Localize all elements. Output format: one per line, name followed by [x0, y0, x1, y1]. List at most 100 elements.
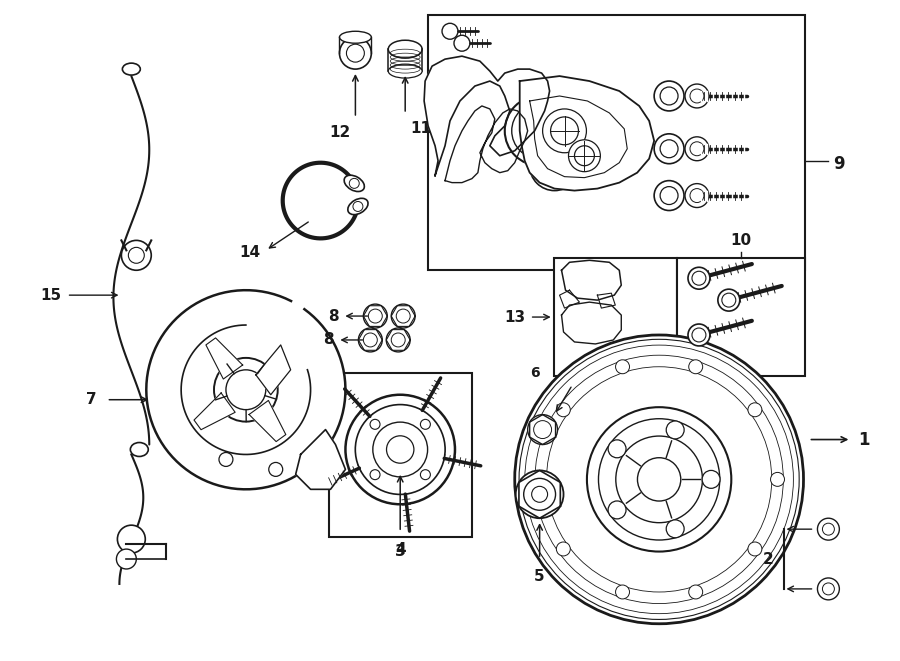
- Circle shape: [214, 358, 278, 422]
- Circle shape: [685, 184, 709, 208]
- Polygon shape: [256, 345, 291, 395]
- Circle shape: [346, 44, 364, 62]
- Circle shape: [226, 370, 266, 410]
- Circle shape: [702, 471, 720, 488]
- Circle shape: [117, 525, 145, 553]
- Circle shape: [688, 360, 703, 373]
- Circle shape: [219, 453, 233, 467]
- Bar: [677, 258, 805, 376]
- Circle shape: [748, 403, 762, 416]
- Circle shape: [660, 87, 678, 105]
- Polygon shape: [296, 430, 346, 489]
- Circle shape: [122, 241, 151, 270]
- Circle shape: [616, 585, 629, 599]
- Bar: [328, 373, 472, 537]
- Polygon shape: [249, 401, 286, 442]
- Circle shape: [654, 180, 684, 210]
- Circle shape: [666, 520, 684, 538]
- Text: 15: 15: [40, 288, 61, 303]
- Circle shape: [608, 440, 626, 458]
- Circle shape: [370, 470, 380, 480]
- Text: 7: 7: [86, 392, 96, 407]
- Circle shape: [608, 501, 626, 519]
- Circle shape: [116, 549, 136, 569]
- Circle shape: [587, 407, 732, 551]
- Polygon shape: [445, 106, 527, 182]
- Circle shape: [269, 463, 283, 477]
- Circle shape: [346, 395, 455, 504]
- Circle shape: [688, 267, 710, 289]
- Text: 1: 1: [859, 430, 869, 449]
- Circle shape: [364, 333, 377, 347]
- Circle shape: [420, 470, 430, 480]
- Circle shape: [770, 473, 785, 486]
- Circle shape: [420, 419, 430, 429]
- Polygon shape: [194, 393, 235, 430]
- Circle shape: [690, 188, 704, 202]
- Circle shape: [339, 37, 372, 69]
- Circle shape: [386, 328, 410, 352]
- Circle shape: [530, 121, 550, 141]
- Circle shape: [688, 324, 710, 346]
- Circle shape: [823, 524, 834, 535]
- Circle shape: [569, 140, 600, 172]
- Text: 5: 5: [535, 569, 544, 584]
- Text: 12: 12: [329, 125, 350, 140]
- Polygon shape: [560, 290, 580, 308]
- Circle shape: [544, 156, 564, 176]
- Polygon shape: [147, 290, 346, 489]
- Polygon shape: [598, 293, 616, 308]
- Circle shape: [392, 333, 405, 347]
- Text: 4: 4: [395, 542, 406, 557]
- Ellipse shape: [388, 40, 422, 58]
- Circle shape: [373, 422, 427, 477]
- Polygon shape: [206, 338, 243, 379]
- Circle shape: [692, 328, 706, 342]
- Bar: [554, 258, 677, 376]
- Circle shape: [817, 578, 840, 600]
- Circle shape: [530, 141, 580, 190]
- Polygon shape: [562, 260, 621, 300]
- Circle shape: [386, 436, 414, 463]
- Circle shape: [688, 585, 703, 599]
- Circle shape: [692, 271, 706, 285]
- Circle shape: [532, 486, 547, 502]
- Text: 8: 8: [323, 332, 334, 348]
- Text: 11: 11: [410, 121, 431, 136]
- Polygon shape: [424, 56, 550, 176]
- Circle shape: [817, 518, 840, 540]
- Circle shape: [660, 186, 678, 204]
- Bar: [428, 15, 805, 270]
- Circle shape: [654, 134, 684, 164]
- Circle shape: [534, 473, 548, 486]
- Text: 8: 8: [328, 309, 338, 324]
- Circle shape: [454, 35, 470, 51]
- Polygon shape: [562, 302, 621, 344]
- Circle shape: [660, 140, 678, 158]
- Circle shape: [536, 148, 572, 184]
- Circle shape: [654, 81, 684, 111]
- Circle shape: [129, 247, 144, 263]
- Text: 9: 9: [833, 155, 845, 173]
- Circle shape: [353, 202, 363, 212]
- Circle shape: [527, 414, 557, 444]
- Circle shape: [505, 96, 574, 166]
- Circle shape: [524, 479, 555, 510]
- Circle shape: [574, 146, 594, 166]
- Circle shape: [515, 335, 804, 624]
- Polygon shape: [519, 76, 654, 190]
- Text: 14: 14: [239, 245, 261, 260]
- Ellipse shape: [339, 31, 372, 43]
- Circle shape: [364, 304, 387, 328]
- Text: 10: 10: [730, 233, 752, 249]
- Circle shape: [690, 89, 704, 103]
- Circle shape: [685, 137, 709, 161]
- Ellipse shape: [388, 64, 422, 78]
- Circle shape: [616, 360, 629, 373]
- Circle shape: [823, 583, 834, 595]
- Circle shape: [442, 23, 458, 39]
- Circle shape: [690, 142, 704, 156]
- Circle shape: [556, 403, 571, 416]
- Circle shape: [685, 84, 709, 108]
- Text: 13: 13: [505, 309, 526, 325]
